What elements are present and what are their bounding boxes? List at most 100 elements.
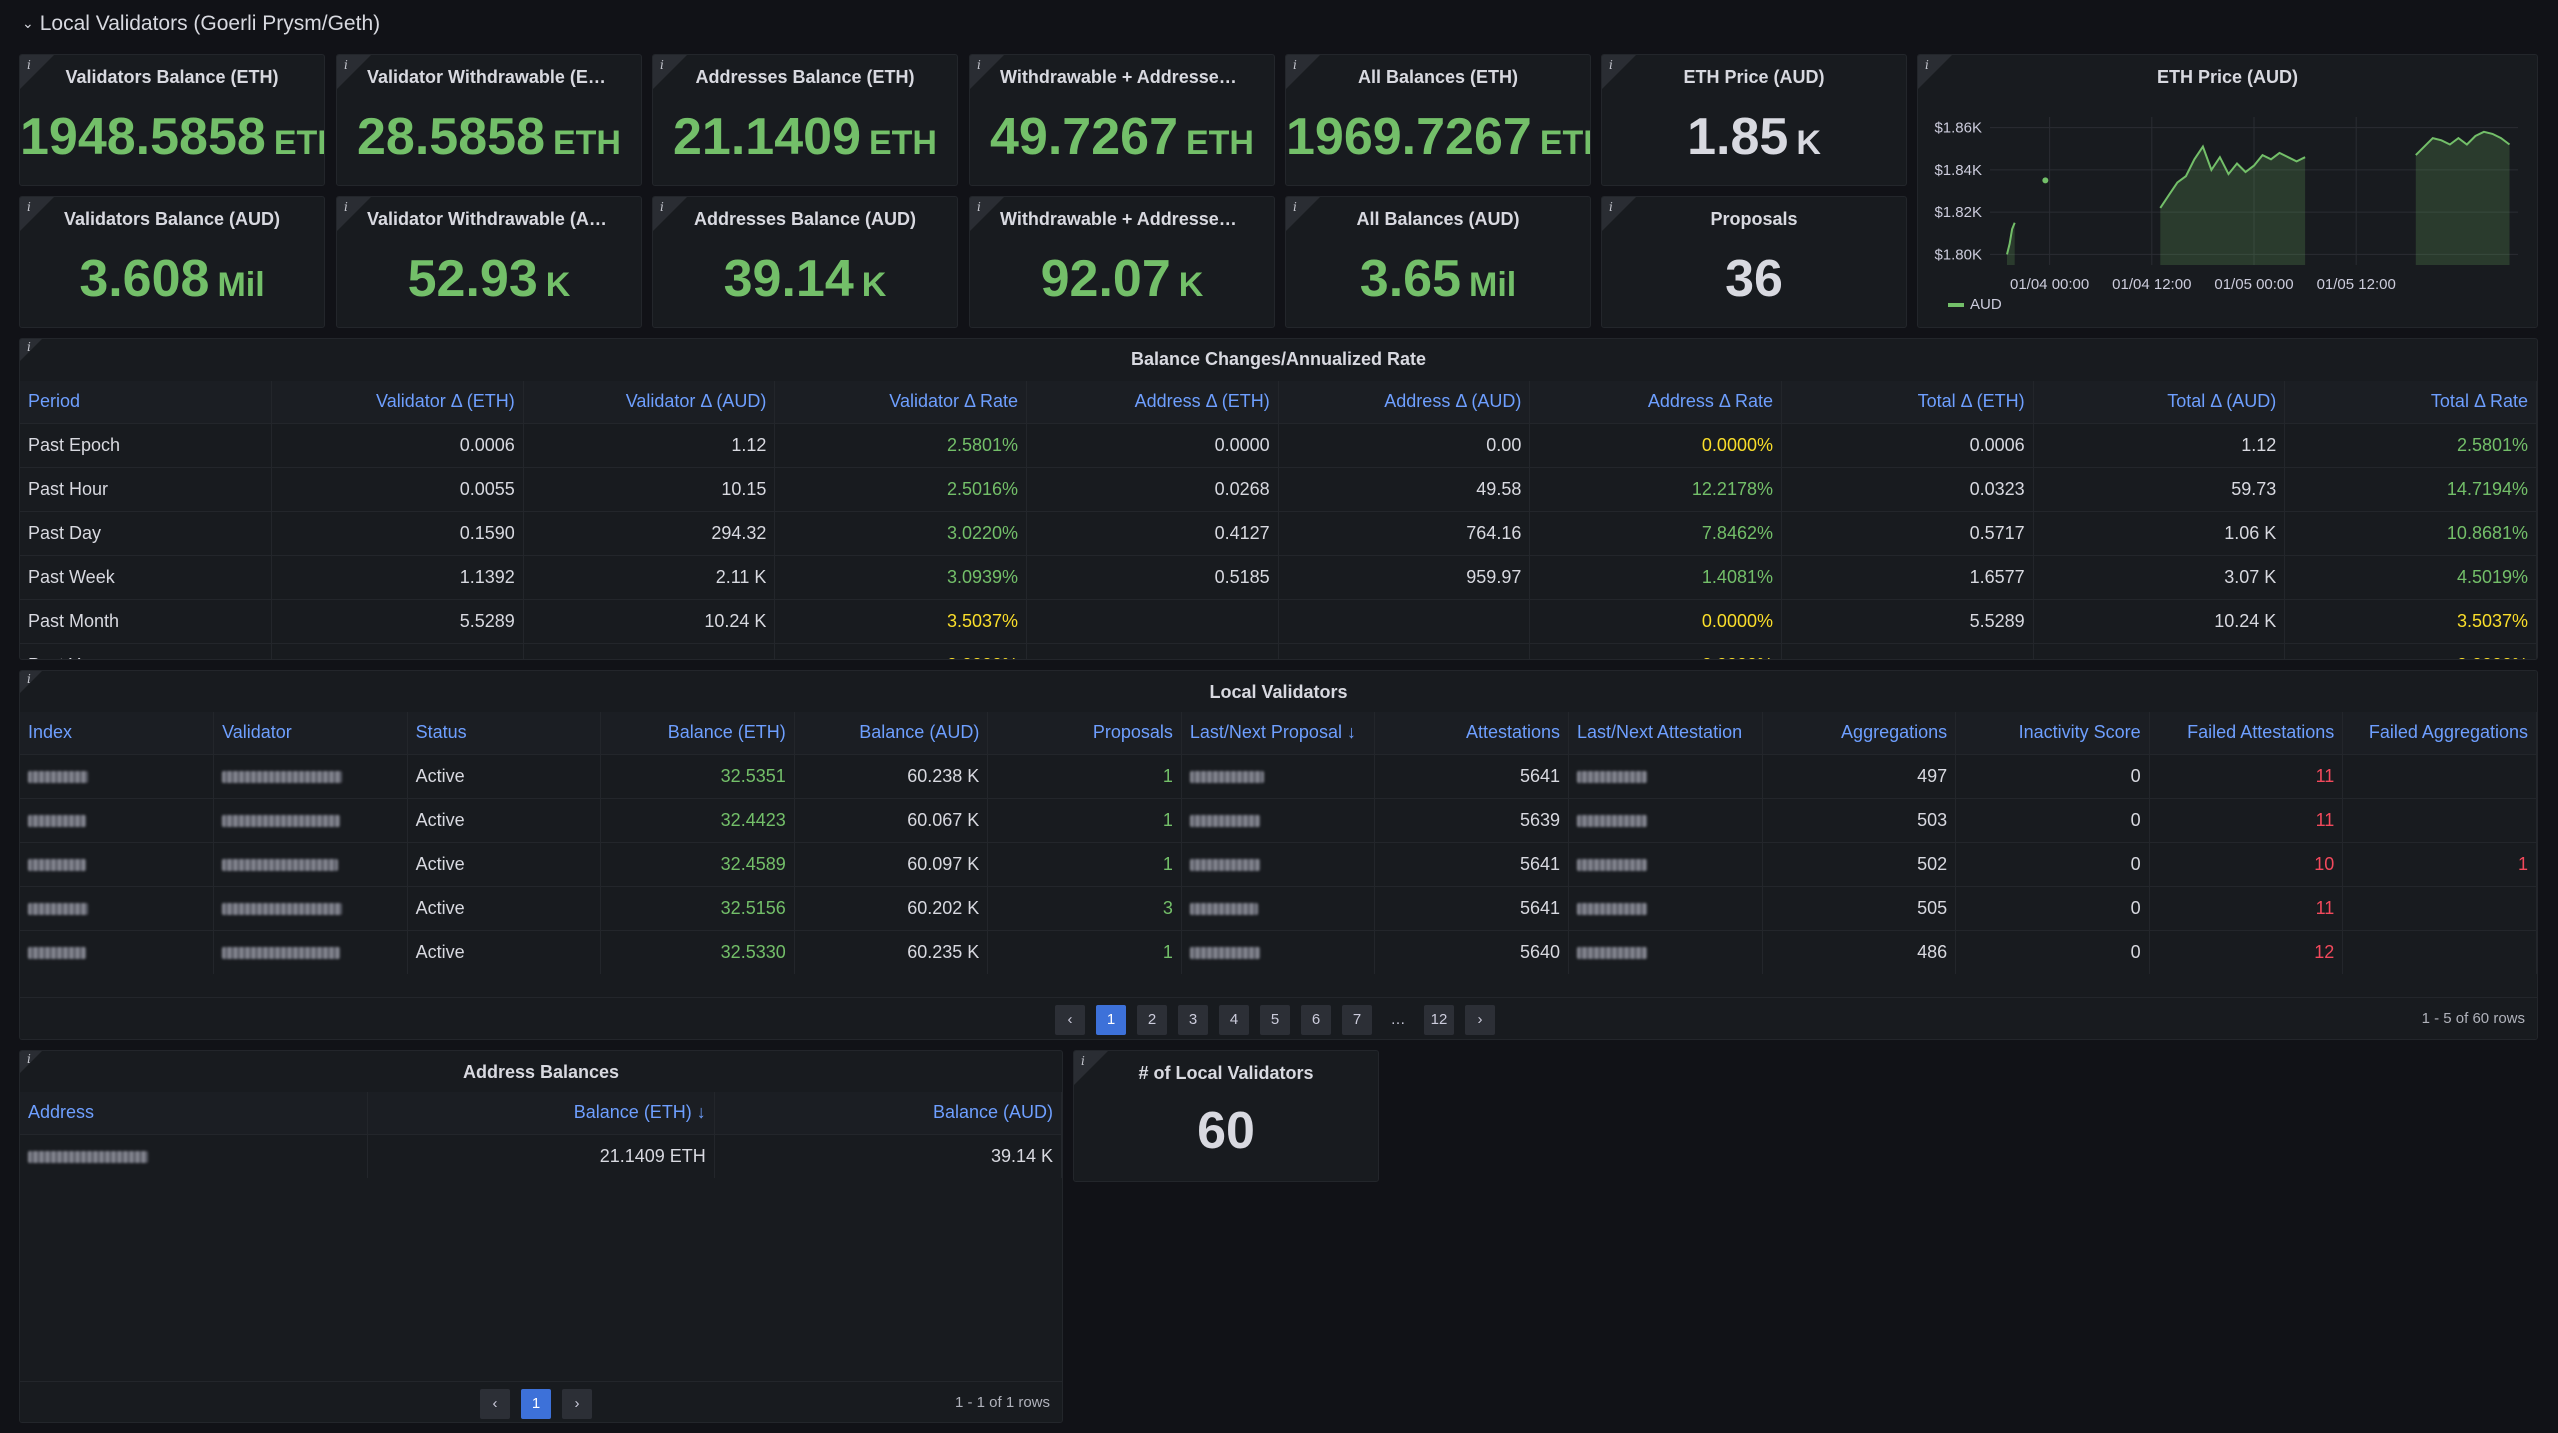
table-cell: 21.1409 ETH — [367, 1133, 715, 1178]
column-header[interactable]: Last/Next Proposal ↓ — [1181, 712, 1376, 754]
page-button[interactable]: 1 — [1096, 1005, 1126, 1035]
info-icon[interactable]: i — [977, 58, 981, 72]
column-header[interactable]: Attestations — [1374, 712, 1569, 754]
page-button[interactable]: … — [1390, 1011, 1406, 1028]
validator-index[interactable] — [28, 947, 86, 959]
stat-number: 92.07 — [1040, 250, 1171, 308]
page-button[interactable]: 7 — [1342, 1005, 1372, 1035]
page-button[interactable]: 1 — [521, 1389, 551, 1419]
info-icon[interactable]: i — [344, 58, 348, 72]
stat-number: 1.85 — [1687, 108, 1789, 166]
validator-pubkey[interactable] — [222, 858, 339, 871]
column-header[interactable]: Total Δ Rate — [2284, 381, 2537, 423]
column-header[interactable]: Inactivity Score — [1955, 712, 2150, 754]
validator-pubkey[interactable] — [222, 814, 341, 827]
column-header[interactable]: Balance (ETH) — [600, 712, 795, 754]
page-button[interactable]: 3 — [1178, 1005, 1208, 1035]
stat-number: 60 — [1197, 1102, 1255, 1160]
info-icon[interactable]: i — [27, 58, 31, 72]
stat-panel: i Validator Withdrawable (AUD) 52.93 K — [336, 196, 642, 328]
stat-number: 28.5858 — [357, 108, 545, 166]
column-header[interactable]: Validator Δ (AUD) — [523, 381, 776, 423]
chart-legend[interactable]: AUD — [1948, 296, 2002, 313]
chevron-down-icon[interactable]: ⌄ — [22, 15, 34, 31]
column-header[interactable]: Failed Attestations — [2149, 712, 2344, 754]
next-page-button[interactable]: › — [562, 1389, 592, 1419]
info-icon[interactable]: i — [27, 340, 31, 354]
last-next-proposal[interactable] — [1189, 770, 1264, 783]
column-header[interactable]: Failed Aggregations — [2342, 712, 2537, 754]
column-header[interactable]: Last/Next Attestation — [1568, 712, 1763, 754]
column-header[interactable]: Period — [20, 381, 273, 423]
validator-index[interactable] — [28, 858, 86, 871]
column-header[interactable]: Address Δ (ETH) — [1026, 381, 1279, 423]
info-icon[interactable]: i — [344, 200, 348, 214]
info-icon[interactable]: i — [1925, 58, 1929, 72]
eth-price-chart-panel: i ETH Price (AUD) $1.80K $1.82K $1.84K $1.8… — [1917, 54, 2538, 328]
last-next-proposal[interactable] — [1189, 902, 1258, 915]
prev-page-button[interactable]: ‹ — [1055, 1005, 1085, 1035]
last-next-attestation[interactable] — [1577, 770, 1647, 783]
info-icon[interactable]: i — [1293, 58, 1297, 72]
table-cell: 5641 — [1374, 841, 1569, 886]
page-button[interactable]: 5 — [1260, 1005, 1290, 1035]
series-area — [2160, 146, 2306, 265]
info-icon[interactable]: i — [1293, 200, 1297, 214]
page-button[interactable]: 12 — [1424, 1005, 1454, 1035]
column-header[interactable]: Address Δ Rate — [1529, 381, 1782, 423]
last-next-proposal[interactable] — [1189, 947, 1260, 959]
info-icon[interactable]: i — [27, 672, 31, 686]
info-icon[interactable]: i — [1609, 200, 1613, 214]
next-page-button[interactable]: › — [1465, 1005, 1495, 1035]
panel-corner — [337, 197, 371, 231]
info-icon[interactable]: i — [1081, 1054, 1085, 1068]
table-cell: 0.0006 — [1781, 422, 2034, 467]
table-cell — [1181, 841, 1376, 886]
info-icon[interactable]: i — [660, 58, 664, 72]
last-next-proposal[interactable] — [1189, 814, 1260, 827]
column-header[interactable]: Proposals — [987, 712, 1182, 754]
info-icon[interactable]: i — [27, 1052, 31, 1066]
column-header[interactable]: Aggregations — [1762, 712, 1957, 754]
info-icon[interactable]: i — [1609, 58, 1613, 72]
table-cell: 11 — [2149, 885, 2344, 930]
panel-title: Validators Balance (AUD) — [63, 209, 281, 229]
last-next-attestation[interactable] — [1577, 858, 1647, 871]
last-next-proposal[interactable] — [1189, 858, 1260, 871]
page-button[interactable]: 4 — [1219, 1005, 1249, 1035]
page-button[interactable]: 2 — [1137, 1005, 1167, 1035]
validator-index[interactable] — [28, 814, 86, 827]
legend-swatch — [1948, 303, 1964, 308]
column-header[interactable]: Validator Δ Rate — [774, 381, 1028, 423]
column-header[interactable]: Status — [407, 712, 602, 754]
column-header[interactable]: Address — [20, 1092, 368, 1134]
address-value[interactable] — [28, 1151, 148, 1163]
column-header[interactable]: Validator — [213, 712, 408, 754]
info-icon[interactable]: i — [977, 200, 981, 214]
column-header[interactable]: Total Δ (AUD) — [2033, 381, 2286, 423]
last-next-attestation[interactable] — [1577, 814, 1647, 827]
table-cell — [1026, 598, 1279, 643]
column-header[interactable]: Total Δ (ETH) — [1781, 381, 2034, 423]
validator-pubkey[interactable] — [222, 902, 343, 915]
prev-page-button[interactable]: ‹ — [480, 1389, 510, 1419]
column-header[interactable]: Balance (ETH) ↓ — [367, 1092, 715, 1134]
page-button[interactable]: 6 — [1301, 1005, 1331, 1035]
column-header[interactable]: Address Δ (AUD) — [1278, 381, 1531, 423]
validator-pubkey[interactable] — [222, 770, 343, 783]
last-next-attestation[interactable] — [1577, 947, 1647, 959]
column-header[interactable]: Balance (AUD) — [794, 712, 989, 754]
last-next-attestation[interactable] — [1577, 902, 1647, 915]
column-header[interactable]: Index — [20, 712, 215, 754]
validator-index[interactable] — [28, 902, 88, 915]
column-header[interactable]: Balance (AUD) — [714, 1092, 1062, 1134]
validator-pubkey[interactable] — [222, 947, 341, 959]
validator-index[interactable] — [28, 770, 88, 783]
info-icon[interactable]: i — [27, 200, 31, 214]
table-cell — [20, 929, 215, 974]
table-cell: 3.07 K — [2033, 554, 2286, 599]
column-header[interactable]: Validator Δ (ETH) — [271, 381, 524, 423]
table-cell: 32.5156 — [600, 885, 795, 930]
info-icon[interactable]: i — [660, 200, 664, 214]
row-title[interactable]: ⌄ Local Validators (Goerli Prysm/Geth) — [22, 12, 380, 36]
